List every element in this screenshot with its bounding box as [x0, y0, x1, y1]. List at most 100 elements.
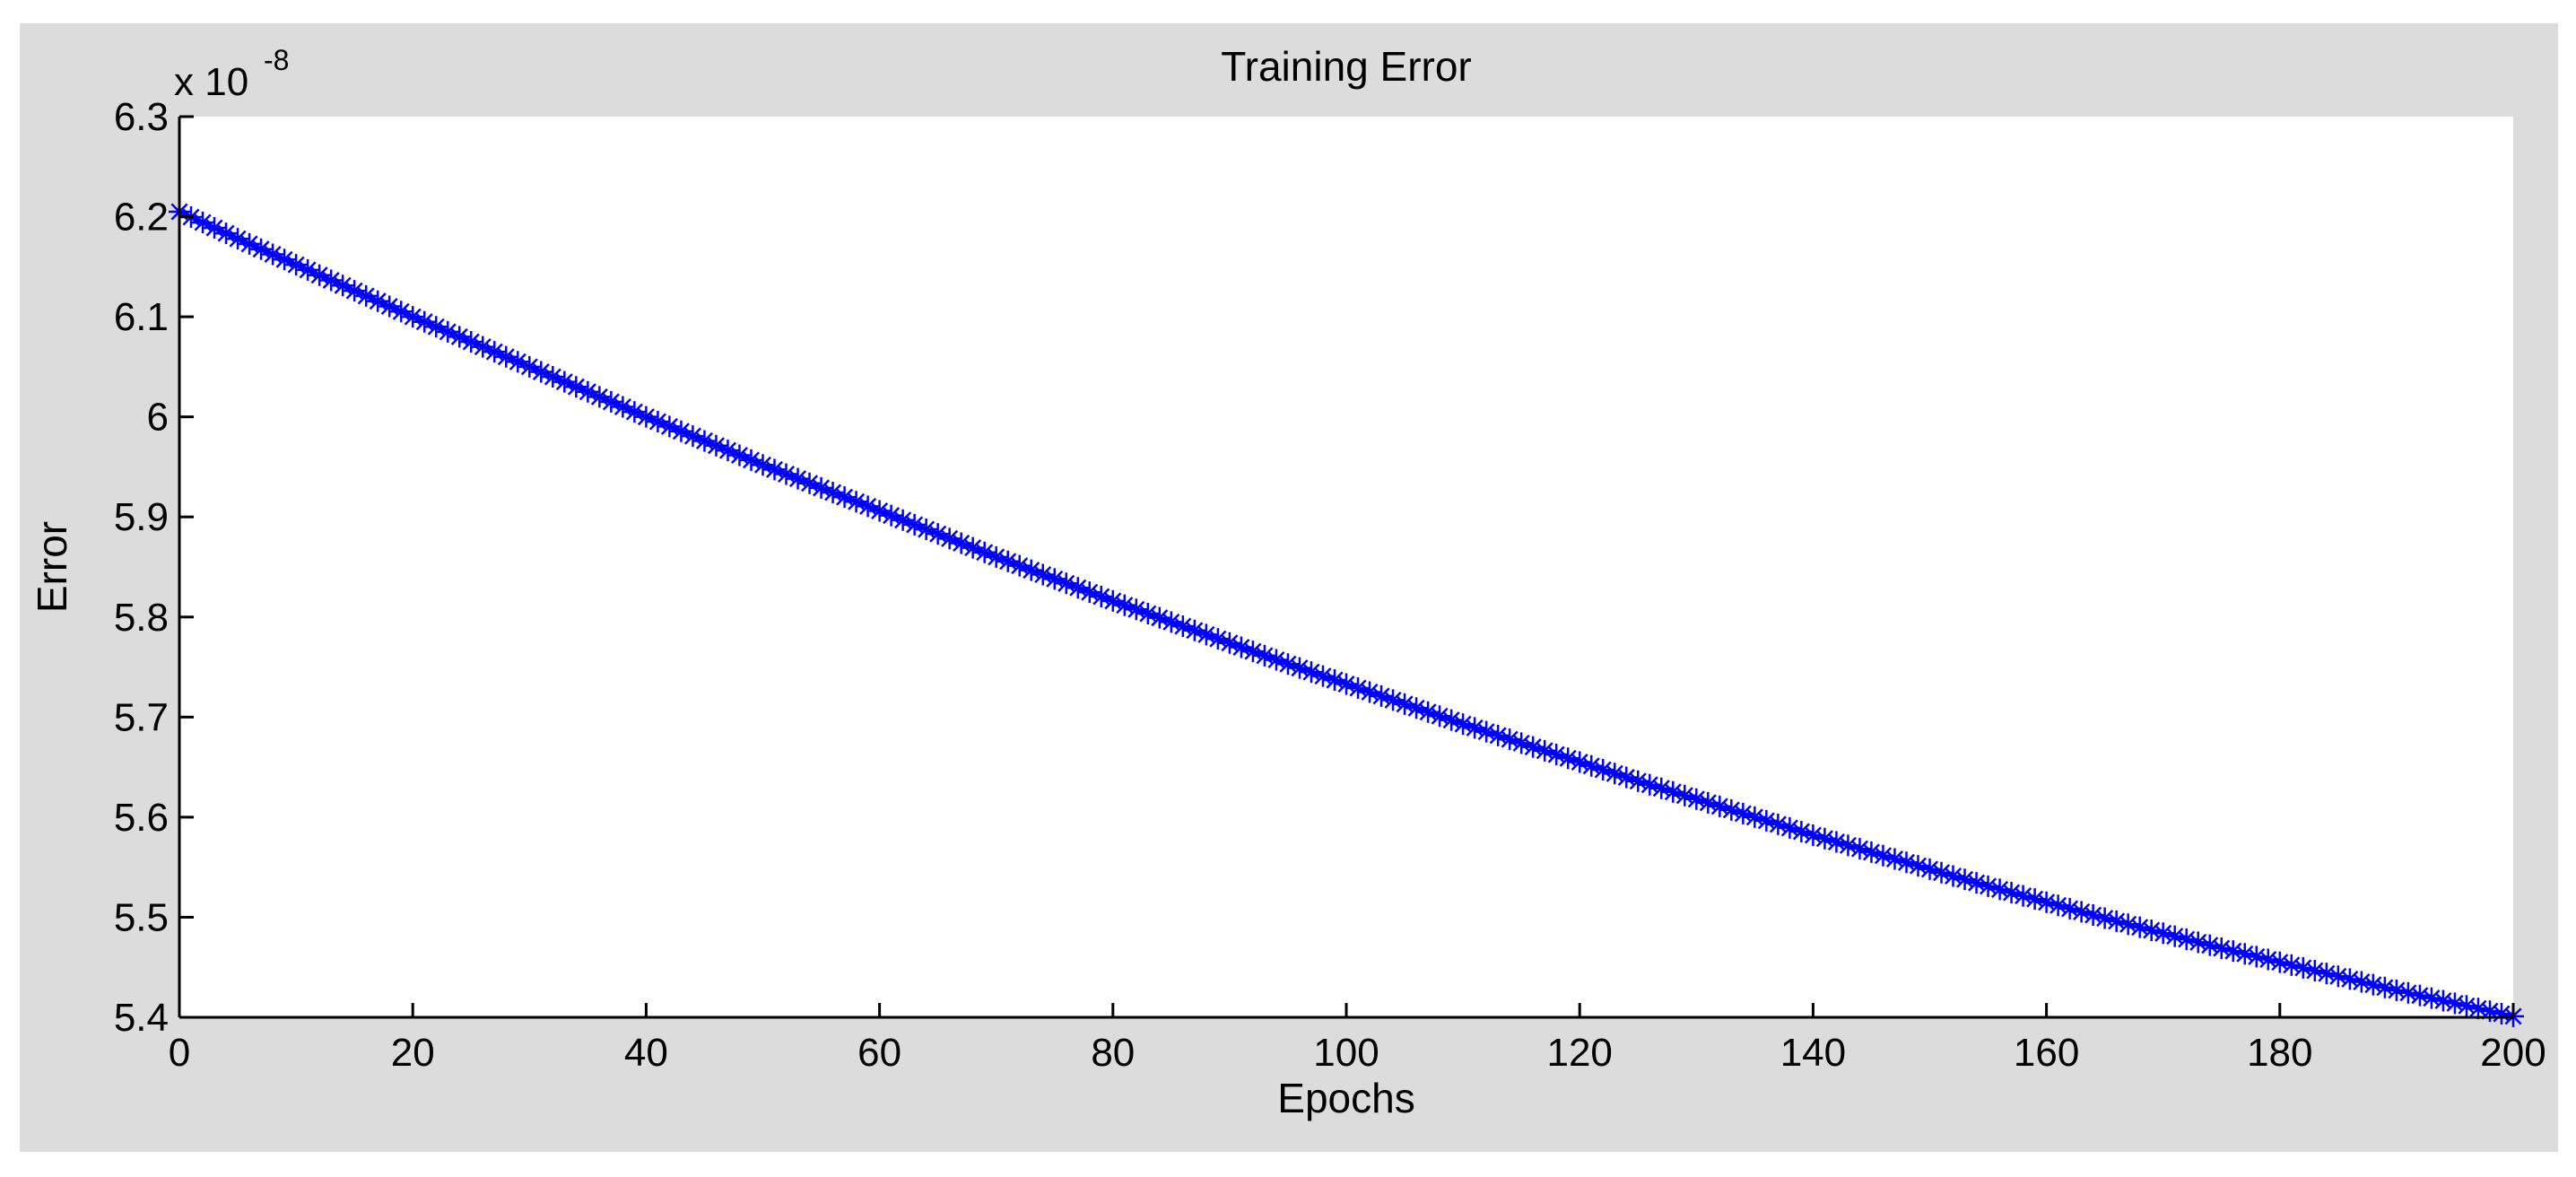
- data-point-marker: [833, 486, 856, 509]
- data-point-marker: [1720, 798, 1743, 821]
- data-point-marker: [1323, 669, 1345, 692]
- data-point-marker: [1043, 568, 1066, 590]
- data-point-marker: [600, 390, 622, 413]
- data-point-marker: [577, 380, 599, 403]
- data-point-marker: [1685, 788, 1708, 810]
- data-point-marker: [2175, 928, 2197, 950]
- data-point-marker: [1545, 744, 1568, 766]
- data-point-marker: [1510, 732, 1533, 754]
- data-point-marker: [1160, 611, 1182, 633]
- y-exponent-power: -8: [264, 44, 289, 76]
- data-point-marker: [1020, 559, 1042, 581]
- data-point-marker: [973, 541, 996, 563]
- data-point-marker: [1732, 802, 1754, 824]
- data-point-marker: [845, 491, 867, 513]
- data-point-marker: [320, 269, 343, 292]
- data-point-marker: [728, 444, 751, 466]
- data-point-marker: [1230, 636, 1252, 658]
- data-point-marker: [2117, 913, 2139, 936]
- data-point-marker: [880, 504, 902, 527]
- data-point-marker: [868, 500, 891, 522]
- data-point-marker: [2443, 992, 2466, 1015]
- data-point-marker: [309, 264, 331, 286]
- data-point-marker: [2070, 901, 2093, 923]
- data-point-marker: [262, 243, 284, 266]
- data-point-marker: [658, 415, 681, 438]
- chart-title: Training Error: [1221, 43, 1471, 90]
- x-tick-label: 180: [2247, 1031, 2312, 1075]
- data-point-marker: [2420, 987, 2442, 1009]
- y-tick-label: 5.9: [114, 495, 169, 539]
- data-point-marker: [2362, 973, 2384, 996]
- data-point-marker: [798, 472, 821, 494]
- data-point-marker: [1171, 615, 1194, 638]
- data-point-marker: [938, 527, 961, 550]
- data-point-marker: [1265, 649, 1287, 671]
- data-point-marker: [1031, 563, 1054, 586]
- data-point-marker: [1276, 653, 1299, 676]
- y-tick-label: 6.1: [114, 295, 169, 339]
- data-point-marker: [542, 366, 564, 388]
- data-point-marker: [950, 532, 972, 554]
- data-point-marker: [1148, 606, 1171, 629]
- data-point-marker: [2315, 963, 2337, 985]
- data-point-marker: [1627, 770, 1649, 792]
- data-point-marker: [2292, 956, 2314, 979]
- data-point-marker: [2000, 882, 2023, 904]
- data-point-marker: [227, 228, 249, 250]
- data-point-marker: [1394, 693, 1416, 715]
- data-point-marker: [2105, 910, 2128, 932]
- data-point-marker: [2327, 965, 2349, 988]
- data-point-marker: [1183, 619, 1205, 641]
- data-point-marker: [1288, 657, 1310, 679]
- data-point-marker: [1347, 676, 1370, 699]
- data-point-marker: [472, 336, 494, 358]
- data-point-marker: [1907, 855, 1929, 877]
- data-point-marker: [635, 405, 657, 428]
- data-point-marker: [1650, 777, 1673, 799]
- data-point-marker: [1930, 861, 1953, 884]
- data-point-marker: [1802, 824, 1824, 846]
- x-tick-label: 100: [1313, 1031, 1379, 1075]
- y-tick-label: 5.8: [114, 596, 169, 640]
- data-point-marker: [2385, 979, 2407, 1001]
- y-tick-label: 5.6: [114, 796, 169, 840]
- y-tick-label: 5.7: [114, 695, 169, 739]
- data-point-marker: [1895, 851, 1918, 874]
- x-tick-label: 160: [2014, 1031, 2079, 1075]
- y-tick-label: 5.5: [114, 895, 169, 939]
- data-point-marker: [1475, 720, 1498, 743]
- data-point-marker: [623, 401, 646, 423]
- data-point-marker: [2035, 891, 2058, 913]
- data-point-marker: [2338, 968, 2361, 990]
- data-point-marker: [1066, 577, 1089, 599]
- data-point-marker: [1779, 816, 1801, 839]
- data-point-marker: [1884, 848, 1906, 870]
- x-tick-label: 20: [391, 1031, 435, 1075]
- data-point-marker: [1662, 780, 1684, 803]
- data-point-marker: [1008, 554, 1031, 577]
- series-layer: [169, 200, 2524, 1027]
- x-tick-label: 40: [624, 1031, 668, 1075]
- data-point-marker: [717, 440, 739, 462]
- data-point-marker: [448, 326, 471, 348]
- data-point-marker: [2397, 981, 2419, 1004]
- data-point-marker: [2210, 937, 2232, 960]
- data-point-marker: [985, 545, 1007, 568]
- data-point-marker: [1487, 724, 1510, 746]
- data-point-marker: [1464, 717, 1486, 739]
- data-point-marker: [2012, 885, 2034, 907]
- data-point-marker: [705, 434, 727, 457]
- data-point-marker: [1113, 594, 1136, 616]
- data-point-marker: [1371, 684, 1393, 707]
- x-tick-label: 60: [857, 1031, 901, 1075]
- data-point-marker: [996, 550, 1019, 572]
- data-point-marker: [2152, 922, 2174, 945]
- data-point-marker: [1674, 784, 1696, 806]
- data-point-marker: [507, 351, 529, 373]
- training-error-chart: 0 20 40 60 80 100 120 140 160 180 200 5.4 5.5 5.6 5.7 5…: [29, 43, 2546, 1121]
- data-point-marker: [402, 306, 424, 328]
- data-point-marker: [962, 536, 984, 559]
- data-point-marker: [1429, 705, 1451, 728]
- data-point-marker: [1241, 641, 1264, 663]
